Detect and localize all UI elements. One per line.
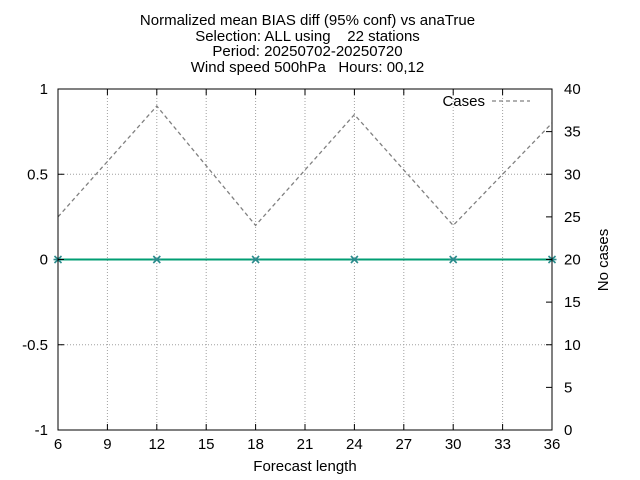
- x-tick-label: 18: [247, 436, 264, 453]
- x-tick-label: 9: [103, 436, 111, 453]
- y2-tick-label: 40: [564, 81, 581, 98]
- legend: Cases: [442, 93, 530, 110]
- y2-tick-label: 35: [564, 124, 581, 141]
- series-0-point: [251, 255, 261, 264]
- x-tick-label: 12: [148, 436, 165, 453]
- chart-title-line-1: Normalized mean BIAS diff (95% conf) vs …: [139, 12, 476, 29]
- y2-tick-label: 15: [564, 294, 581, 311]
- x-tick-label: 6: [54, 436, 62, 453]
- chart-title-line-3: Period: 20250702-20250720: [212, 43, 403, 60]
- x-tick-label: 15: [198, 436, 215, 453]
- chart-title-line-4: Wind speed 500hPa Hours: 00,12: [190, 59, 425, 76]
- x-tick-label: 24: [346, 436, 363, 453]
- x-tick-label: 30: [445, 436, 462, 453]
- y2-tick-label: 10: [564, 337, 581, 354]
- y2-tick-label: 30: [564, 166, 581, 183]
- y-tick-label: -0.5: [22, 337, 48, 354]
- y-tick-label: 0: [40, 252, 48, 269]
- y2-tick-label: 5: [564, 379, 572, 396]
- series-1-line: [57, 105, 553, 227]
- y-tick-label: 1: [40, 81, 48, 98]
- series-0-point: [448, 255, 458, 264]
- y-tick-label: -1: [35, 422, 48, 439]
- series-0-point: [152, 255, 162, 264]
- chart-title-line-2: Selection: ALL using 22 stations: [195, 28, 420, 45]
- y2-axis-label: No cases: [595, 229, 612, 292]
- x-tick-label: 27: [395, 436, 412, 453]
- x-tick-label: 33: [494, 436, 511, 453]
- series-0-point: [349, 255, 359, 264]
- y2-tick-label: 20: [564, 252, 581, 269]
- y2-tick-label: 0: [564, 422, 572, 439]
- legend-label: Cases: [442, 93, 485, 110]
- x-tick-label: 36: [544, 436, 561, 453]
- x-axis-label: Forecast length: [253, 458, 356, 475]
- y-tick-label: 0.5: [27, 166, 48, 183]
- y2-tick-label: 25: [564, 209, 581, 226]
- tick-layer: 6 9 12 15 18 21 24 27 30 33 36-1-0.500.51051015202…: [22, 81, 581, 453]
- x-tick-label: 21: [297, 436, 314, 453]
